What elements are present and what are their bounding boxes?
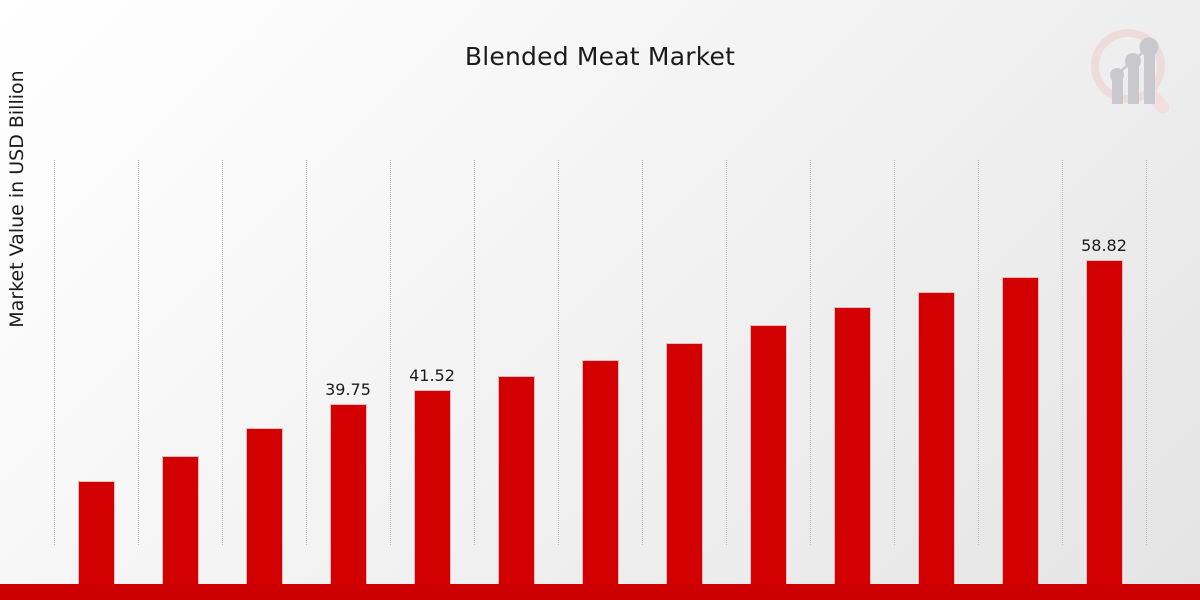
bar-2024[interactable] [414, 390, 451, 600]
bar-2023[interactable] [330, 404, 367, 600]
gridline [558, 160, 559, 545]
bar-2025[interactable] [498, 376, 535, 600]
bar-2030[interactable] [918, 292, 955, 600]
bar-2032[interactable] [1086, 260, 1123, 600]
bar-value-label-2032: 58.82 [1081, 236, 1127, 255]
bar-2027[interactable] [666, 343, 703, 600]
gridline [1062, 160, 1063, 545]
gridline [726, 160, 727, 545]
bar-2026[interactable] [582, 360, 619, 600]
bar-2028[interactable] [750, 325, 787, 600]
bar-2019[interactable] [162, 456, 199, 600]
gridline [1146, 160, 1147, 545]
page-title: Blended Meat Market [464, 42, 736, 71]
bar-2022[interactable] [246, 428, 283, 600]
bar-2029[interactable] [834, 307, 871, 600]
gridline [390, 160, 391, 545]
gridline [642, 160, 643, 545]
market-research-future-logo [1091, 29, 1170, 114]
gridline [894, 160, 895, 545]
gridline [54, 160, 55, 545]
footer-accent-band [0, 584, 1200, 600]
y-axis-title: Market Value in USD Billion [6, 70, 28, 328]
bar-2031[interactable] [1002, 277, 1039, 600]
bar-value-label-2023: 39.75 [325, 380, 371, 399]
gridline [138, 160, 139, 545]
bar-value-label-2024: 41.52 [409, 366, 455, 385]
gridline [474, 160, 475, 545]
bar-2018[interactable] [78, 481, 115, 600]
gridline [222, 160, 223, 545]
gridline [978, 160, 979, 545]
gridline [810, 160, 811, 545]
gridline [306, 160, 307, 545]
